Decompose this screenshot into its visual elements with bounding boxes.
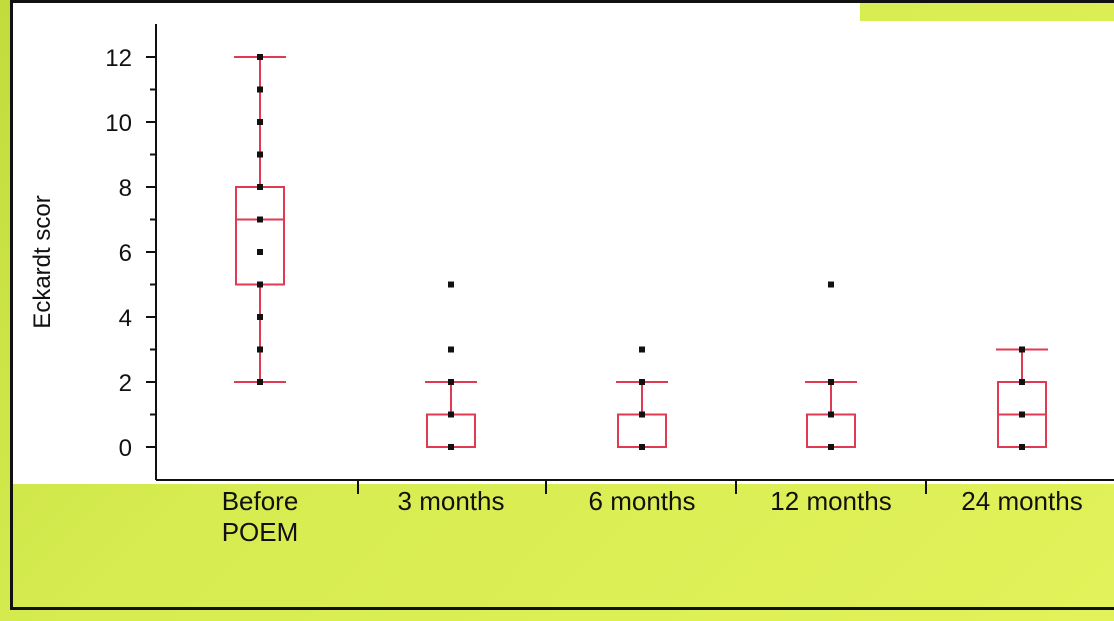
data-point [257, 379, 263, 385]
box [426, 413, 476, 448]
data-point [1019, 379, 1025, 385]
chart-panel [10, 0, 1114, 610]
data-point [828, 444, 834, 450]
data-point [828, 411, 834, 418]
data-point [257, 281, 263, 288]
box [235, 186, 285, 286]
plot-area-extension [13, 21, 1114, 484]
data-point [639, 411, 645, 418]
data-point [448, 281, 454, 288]
data-point [448, 411, 454, 418]
x-category-label: POEM [222, 517, 299, 547]
data-point [257, 249, 263, 255]
data-point [257, 346, 263, 353]
x-category-label: 3 months [398, 486, 505, 516]
y-tick-label: 6 [119, 240, 132, 267]
y-axis-label: Eckardt scor [29, 195, 56, 328]
data-point [1019, 411, 1025, 418]
data-point [1019, 346, 1025, 353]
x-category-label: 24 months [961, 486, 1082, 516]
data-point [828, 379, 834, 385]
data-point [257, 54, 263, 60]
x-category-label: Before [222, 486, 299, 516]
box [617, 413, 667, 448]
y-tick-label: 12 [105, 45, 132, 72]
data-point [257, 151, 263, 158]
data-point [1019, 444, 1025, 450]
data-point [257, 119, 263, 125]
x-category-label: 12 months [770, 486, 891, 516]
y-tick-label: 8 [119, 175, 132, 202]
data-point [639, 444, 645, 450]
data-point [257, 314, 263, 320]
y-tick-label: 4 [119, 305, 132, 332]
y-tick-label: 2 [119, 370, 132, 397]
y-tick-label: 0 [119, 435, 132, 462]
data-point [639, 379, 645, 385]
data-point [448, 444, 454, 450]
data-point [448, 379, 454, 385]
data-point [257, 216, 263, 223]
data-point [828, 281, 834, 288]
data-point [257, 184, 263, 190]
box [806, 413, 856, 448]
data-point [448, 346, 454, 353]
x-category-label: 6 months [589, 486, 696, 516]
y-tick-label: 10 [105, 110, 132, 137]
data-point [257, 86, 263, 93]
data-point [639, 346, 645, 353]
